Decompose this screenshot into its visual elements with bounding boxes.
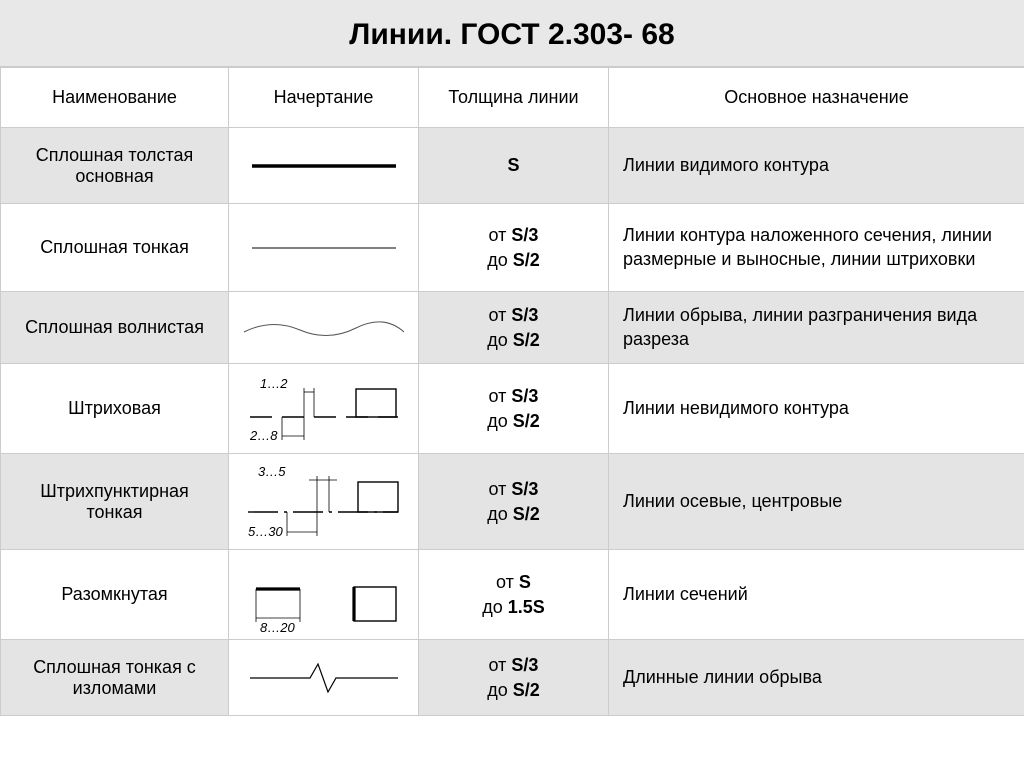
cell-name: Разомкнутая <box>1 550 229 640</box>
cell-name: Сплошная тонкая с изломами <box>1 640 229 716</box>
cell-drawing: 8…20 <box>229 550 419 640</box>
table-row: Разомкнутая 8…20 от Sдо 1.5SЛинии сечений <box>1 550 1024 640</box>
cell-thickness: S <box>419 128 609 204</box>
cell-purpose: Линии осевые, центровые <box>609 454 1024 550</box>
cell-name: Сплошная толстая основная <box>1 128 229 204</box>
table-row: Сплошная толстая основная SЛинии видимого… <box>1 128 1024 204</box>
cell-name: Сплошная волнистая <box>1 292 229 364</box>
cell-name: Штрихпунктирная тонкая <box>1 454 229 550</box>
cell-drawing <box>229 128 419 204</box>
cell-purpose: Длинные линии обрыва <box>609 640 1024 716</box>
cell-purpose: Линии обрыва, линии разграничения вида р… <box>609 292 1024 364</box>
cell-purpose: Линии контура наложенного сечения, линии… <box>609 204 1024 292</box>
svg-text:1…2: 1…2 <box>260 376 288 391</box>
cell-thickness: от S/3до S/2 <box>419 364 609 454</box>
cell-purpose: Линии сечений <box>609 550 1024 640</box>
table-row: Сплошная тонкая от S/3до S/2Линии контура… <box>1 204 1024 292</box>
cell-drawing: 1…2 2…8 <box>229 364 419 454</box>
cell-thickness: от S/3до S/2 <box>419 204 609 292</box>
table-row: Сплошная тонкая с изломами от S/3до S/2Дл… <box>1 640 1024 716</box>
cell-drawing <box>229 292 419 364</box>
svg-text:5…30: 5…30 <box>248 524 283 539</box>
lines-table: Наименование Начертание Толщина линии Ос… <box>0 67 1024 716</box>
cell-thickness: от S/3до S/2 <box>419 454 609 550</box>
cell-drawing: 3…5 5…30 <box>229 454 419 550</box>
header-purpose: Основное назначение <box>609 68 1024 128</box>
svg-text:8…20: 8…20 <box>260 620 295 635</box>
cell-name: Штриховая <box>1 364 229 454</box>
header-drawing: Начертание <box>229 68 419 128</box>
cell-thickness: от Sдо 1.5S <box>419 550 609 640</box>
page-title: Линии. ГОСТ 2.303- 68 <box>0 0 1024 67</box>
cell-drawing <box>229 204 419 292</box>
svg-text:3…5: 3…5 <box>258 464 286 479</box>
header-thickness: Толщина линии <box>419 68 609 128</box>
cell-thickness: от S/3до S/2 <box>419 292 609 364</box>
table-row: Штриховая 1…2 2…8 от S/3до S/2Линии невидим… <box>1 364 1024 454</box>
cell-purpose: Линии невидимого контура <box>609 364 1024 454</box>
table-header-row: Наименование Начертание Толщина линии Ос… <box>1 68 1024 128</box>
cell-drawing <box>229 640 419 716</box>
svg-text:2…8: 2…8 <box>249 428 278 443</box>
table-row: Штрихпунктирная тонкая 3…5 5…30 от S/3до S/… <box>1 454 1024 550</box>
header-name: Наименование <box>1 68 229 128</box>
cell-thickness: от S/3до S/2 <box>419 640 609 716</box>
table-row: Сплошная волнистая от S/3до S/2Линии обры… <box>1 292 1024 364</box>
cell-purpose: Линии видимого контура <box>609 128 1024 204</box>
cell-name: Сплошная тонкая <box>1 204 229 292</box>
